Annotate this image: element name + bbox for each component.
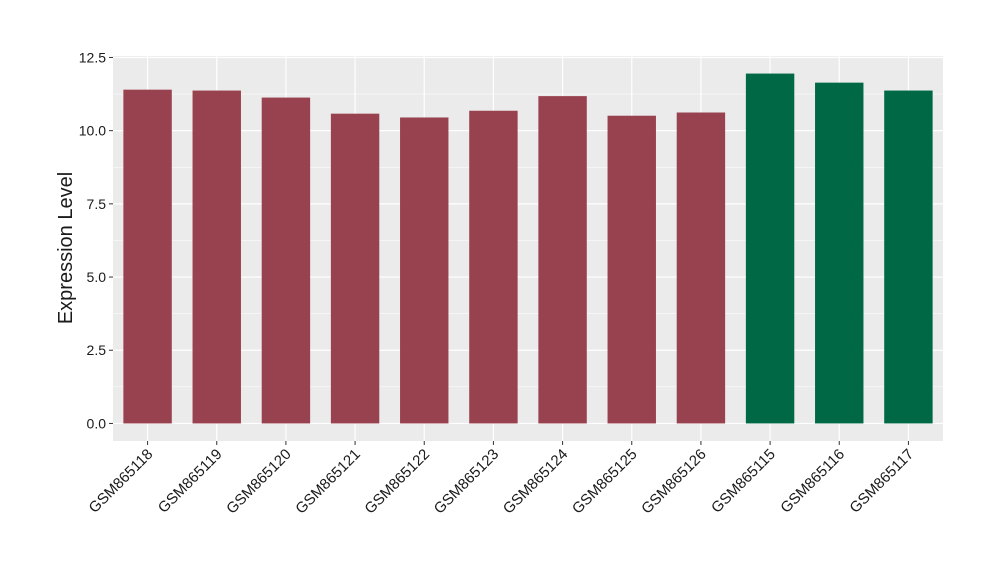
y-axis-title: Expression Level (55, 172, 77, 324)
y-tick-label: 12.5 (79, 49, 106, 65)
y-tick-label: 2.5 (87, 342, 107, 358)
x-tick-label: GSM865123 (431, 446, 503, 518)
x-tick-label: GSM865122 (361, 446, 433, 518)
bar (330, 113, 380, 424)
x-tick-label: GSM865120 (223, 446, 295, 518)
y-tick-label: 0.0 (87, 415, 107, 431)
y-tick-label: 10.0 (79, 123, 106, 139)
x-tick-label: GSM865115 (708, 446, 779, 517)
x-tick-label: GSM865121 (292, 446, 364, 518)
x-tick-label: GSM865125 (569, 446, 641, 518)
y-tick-label: 7.5 (87, 196, 107, 212)
bar (261, 97, 311, 424)
x-tick-label: GSM865117 (846, 446, 917, 517)
bar (607, 115, 656, 424)
bar (538, 96, 587, 424)
x-tick-label: GSM865126 (638, 446, 710, 518)
x-tick-label: GSM865124 (500, 446, 572, 518)
x-tick-label: GSM865119 (155, 446, 226, 517)
x-tick-label: GSM865118 (86, 446, 157, 517)
x-tick-label: GSM865116 (777, 446, 848, 517)
panel (113, 56, 943, 441)
bar (400, 117, 449, 424)
bar (815, 82, 864, 424)
bar (884, 90, 933, 424)
bar (745, 73, 795, 424)
bar (676, 112, 726, 424)
y-tick-label: 5.0 (87, 269, 107, 285)
bar (469, 110, 518, 424)
bar (123, 89, 172, 424)
bar (192, 90, 241, 424)
